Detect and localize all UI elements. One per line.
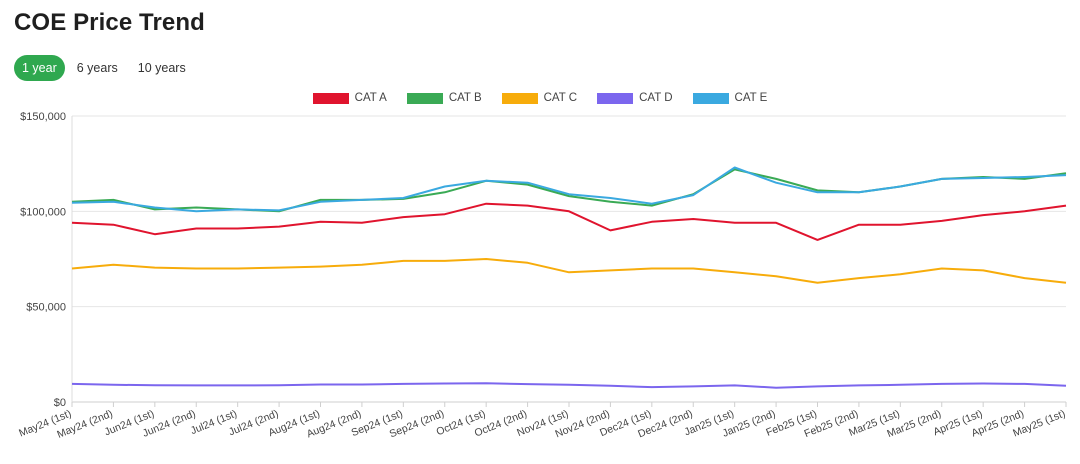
legend-label-cat-c: CAT C bbox=[543, 92, 578, 104]
legend-swatch-cat-b bbox=[406, 92, 443, 104]
tab-10-years[interactable]: 10 years bbox=[137, 61, 186, 75]
legend-item-cat-b[interactable]: CAT B bbox=[406, 92, 482, 104]
series-line-cat-e bbox=[71, 166, 1067, 213]
legend-item-cat-e[interactable]: CAT E bbox=[692, 92, 768, 104]
chart-legend: CAT A CAT B CAT C CAT D CAT E bbox=[0, 92, 1080, 104]
legend-label-cat-e: CAT E bbox=[734, 92, 768, 104]
series-line-cat-d bbox=[71, 382, 1067, 389]
legend-label-cat-d: CAT D bbox=[639, 92, 673, 104]
legend-item-cat-c[interactable]: CAT C bbox=[501, 92, 578, 104]
y-tick-label: $50,000 bbox=[26, 302, 66, 314]
legend-swatch-cat-c bbox=[501, 92, 538, 104]
page-title: COE Price Trend bbox=[14, 9, 205, 36]
series-line-cat-a bbox=[71, 202, 1067, 241]
series-line-cat-b bbox=[71, 168, 1067, 213]
legend-item-cat-a[interactable]: CAT A bbox=[312, 92, 387, 104]
legend-swatch-cat-e bbox=[692, 92, 729, 104]
legend-swatch-cat-d bbox=[597, 92, 634, 104]
legend-swatch-cat-a bbox=[312, 92, 349, 104]
legend-label-cat-a: CAT A bbox=[354, 92, 387, 104]
y-tick-label: $150,000 bbox=[20, 111, 66, 123]
legend-label-cat-b: CAT B bbox=[448, 92, 482, 104]
tab-1-year[interactable]: 1 year bbox=[14, 55, 65, 81]
legend-item-cat-d[interactable]: CAT D bbox=[597, 92, 673, 104]
tab-6-years[interactable]: 6 years bbox=[76, 61, 118, 75]
y-tick-label: $100,000 bbox=[20, 206, 66, 218]
range-tabs: 1 year 6 years 10 years bbox=[14, 55, 194, 81]
series-line-cat-c bbox=[71, 258, 1067, 284]
y-tick-label: $0 bbox=[54, 397, 66, 409]
